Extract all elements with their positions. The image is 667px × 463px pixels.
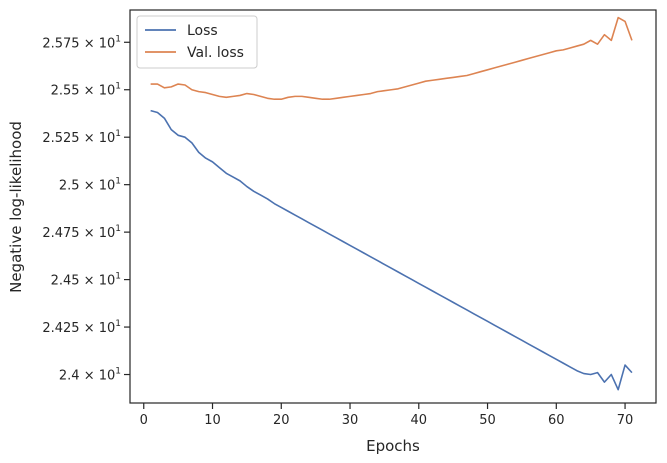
legend-label: Loss	[187, 23, 218, 39]
legend-box	[136, 15, 258, 69]
x-axis: 0 10 20 30 40 50 60 70	[140, 403, 634, 428]
y-tick-label: 2.4 × 101	[59, 367, 121, 384]
y-tick-label: 2.5 × 101	[59, 177, 121, 194]
series-line-0	[150, 109, 633, 391]
x-tick-label: 50	[479, 413, 496, 428]
series-lines	[150, 16, 633, 391]
x-tick-label: 20	[273, 413, 290, 428]
y-tick-label: 2.475 × 101	[42, 224, 121, 241]
x-tick-label: 10	[204, 413, 221, 428]
legend-label: Val. loss	[187, 45, 244, 61]
y-tick-label: 2.575 × 101	[42, 34, 121, 51]
y-tick-label: 2.55 × 101	[51, 82, 121, 99]
y-axis: 2.4 × 101 2.425 × 101 2.45 × 101 2.475 × 10…	[42, 34, 130, 384]
x-axis-label: Epochs	[366, 437, 420, 455]
y-tick-label: 2.45 × 101	[51, 272, 121, 289]
x-tick-label: 30	[342, 413, 359, 428]
legend: Loss Val. loss	[136, 15, 258, 69]
y-axis-label: Negative log-likelihood	[7, 121, 25, 293]
x-tick-label: 40	[411, 413, 428, 428]
y-tick-label: 2.425 × 101	[42, 319, 121, 336]
x-tick-label: 60	[548, 413, 565, 428]
x-tick-label: 0	[140, 413, 148, 428]
series-line-1	[150, 16, 633, 101]
y-tick-label: 2.525 × 101	[42, 129, 121, 146]
x-tick-label: 70	[617, 413, 634, 428]
plot-frame	[129, 9, 657, 404]
plot-background	[130, 10, 656, 403]
